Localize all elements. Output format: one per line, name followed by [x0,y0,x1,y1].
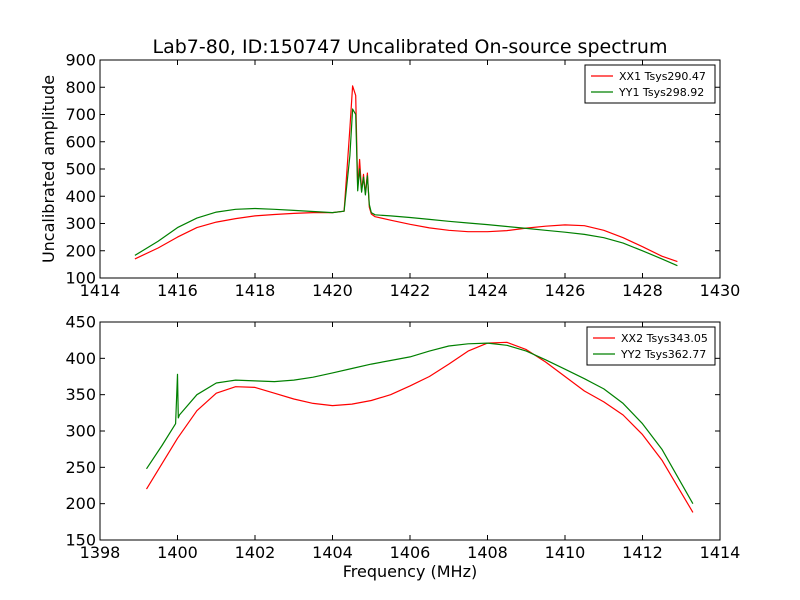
top-y-tick-label: 600 [65,132,96,151]
top-y-tick-label: 800 [65,78,96,97]
top-series-line-2 [134,108,678,267]
bottom-series-line-1 [145,341,694,513]
bottom-x-axis-label: Frequency (MHz) [343,562,477,581]
top-x-tick-label: 1428 [622,281,663,300]
bottom-y-tick-label: 300 [65,422,96,441]
bottom-y-tick-label: 450 [65,313,96,332]
top-y-tick-label: 300 [65,214,96,233]
top-y-axis-label: Uncalibrated amplitude [39,75,58,263]
top-y-tick-label: 900 [65,51,96,70]
top-legend-label-1: XX1 Tsys290.47 [619,70,706,83]
top-x-tick-label: 1424 [467,281,508,300]
top-x-tick-label: 1422 [390,281,431,300]
top-legend: XX1 Tsys290.47 YY1 Tsys298.92 [584,64,716,104]
top-x-tick-label: 1416 [157,281,198,300]
bottom-y-tick-label: 400 [65,349,96,368]
top-y-tick-label: 500 [65,160,96,179]
top-y-tick-label: 200 [65,241,96,260]
bottom-y-tick-label: 350 [65,385,96,404]
bottom-x-tick-label: 1410 [545,543,586,562]
top-plot: 1414 1416 1418 1420 1422 1424 1426 1428 1430 100 2… [65,51,740,301]
bottom-series-line-2 [146,342,694,504]
bottom-legend-label-2: YY2 Tsys362.77 [620,348,706,361]
bottom-legend-box [586,326,716,366]
bottom-plot: 1398 1400 1402 1404 1406 1408 1410 1412 1414 150 2… [65,313,740,563]
top-x-tick-label: 1418 [235,281,276,300]
bottom-x-tick-label: 1414 [700,543,741,562]
bottom-y-tick-label: 250 [65,458,96,477]
bottom-x-tick-label: 1408 [467,543,508,562]
top-y-tick-label: 700 [65,105,96,124]
top-legend-box [584,64,716,104]
bottom-x-tick-label: 1398 [80,543,121,562]
top-x-tick-label: 1426 [545,281,586,300]
chart-title: Lab7-80, ID:150747 Uncalibrated On-sourc… [153,36,668,58]
bottom-x-tick-label: 1400 [157,543,198,562]
bottom-x-tick-label: 1402 [235,543,276,562]
top-legend-label-2: YY1 Tsys298.92 [618,86,704,99]
top-x-tick-label: 1430 [700,281,741,300]
bottom-x-tick-label: 1404 [312,543,353,562]
bottom-y-tick-label: 150 [65,531,96,550]
bottom-y-tick-label: 200 [65,494,96,513]
top-x-tick-label: 1420 [312,281,353,300]
bottom-legend-label-1: XX2 Tsys343.05 [621,332,708,345]
bottom-legend: XX2 Tsys343.05 YY2 Tsys362.77 [586,326,716,366]
bottom-x-tick-label: 1406 [390,543,431,562]
top-y-tick-label: 100 [65,269,96,288]
top-y-tick-label: 400 [65,187,96,206]
bottom-x-tick-label: 1412 [622,543,663,562]
top-x-tick-label: 1414 [80,281,121,300]
